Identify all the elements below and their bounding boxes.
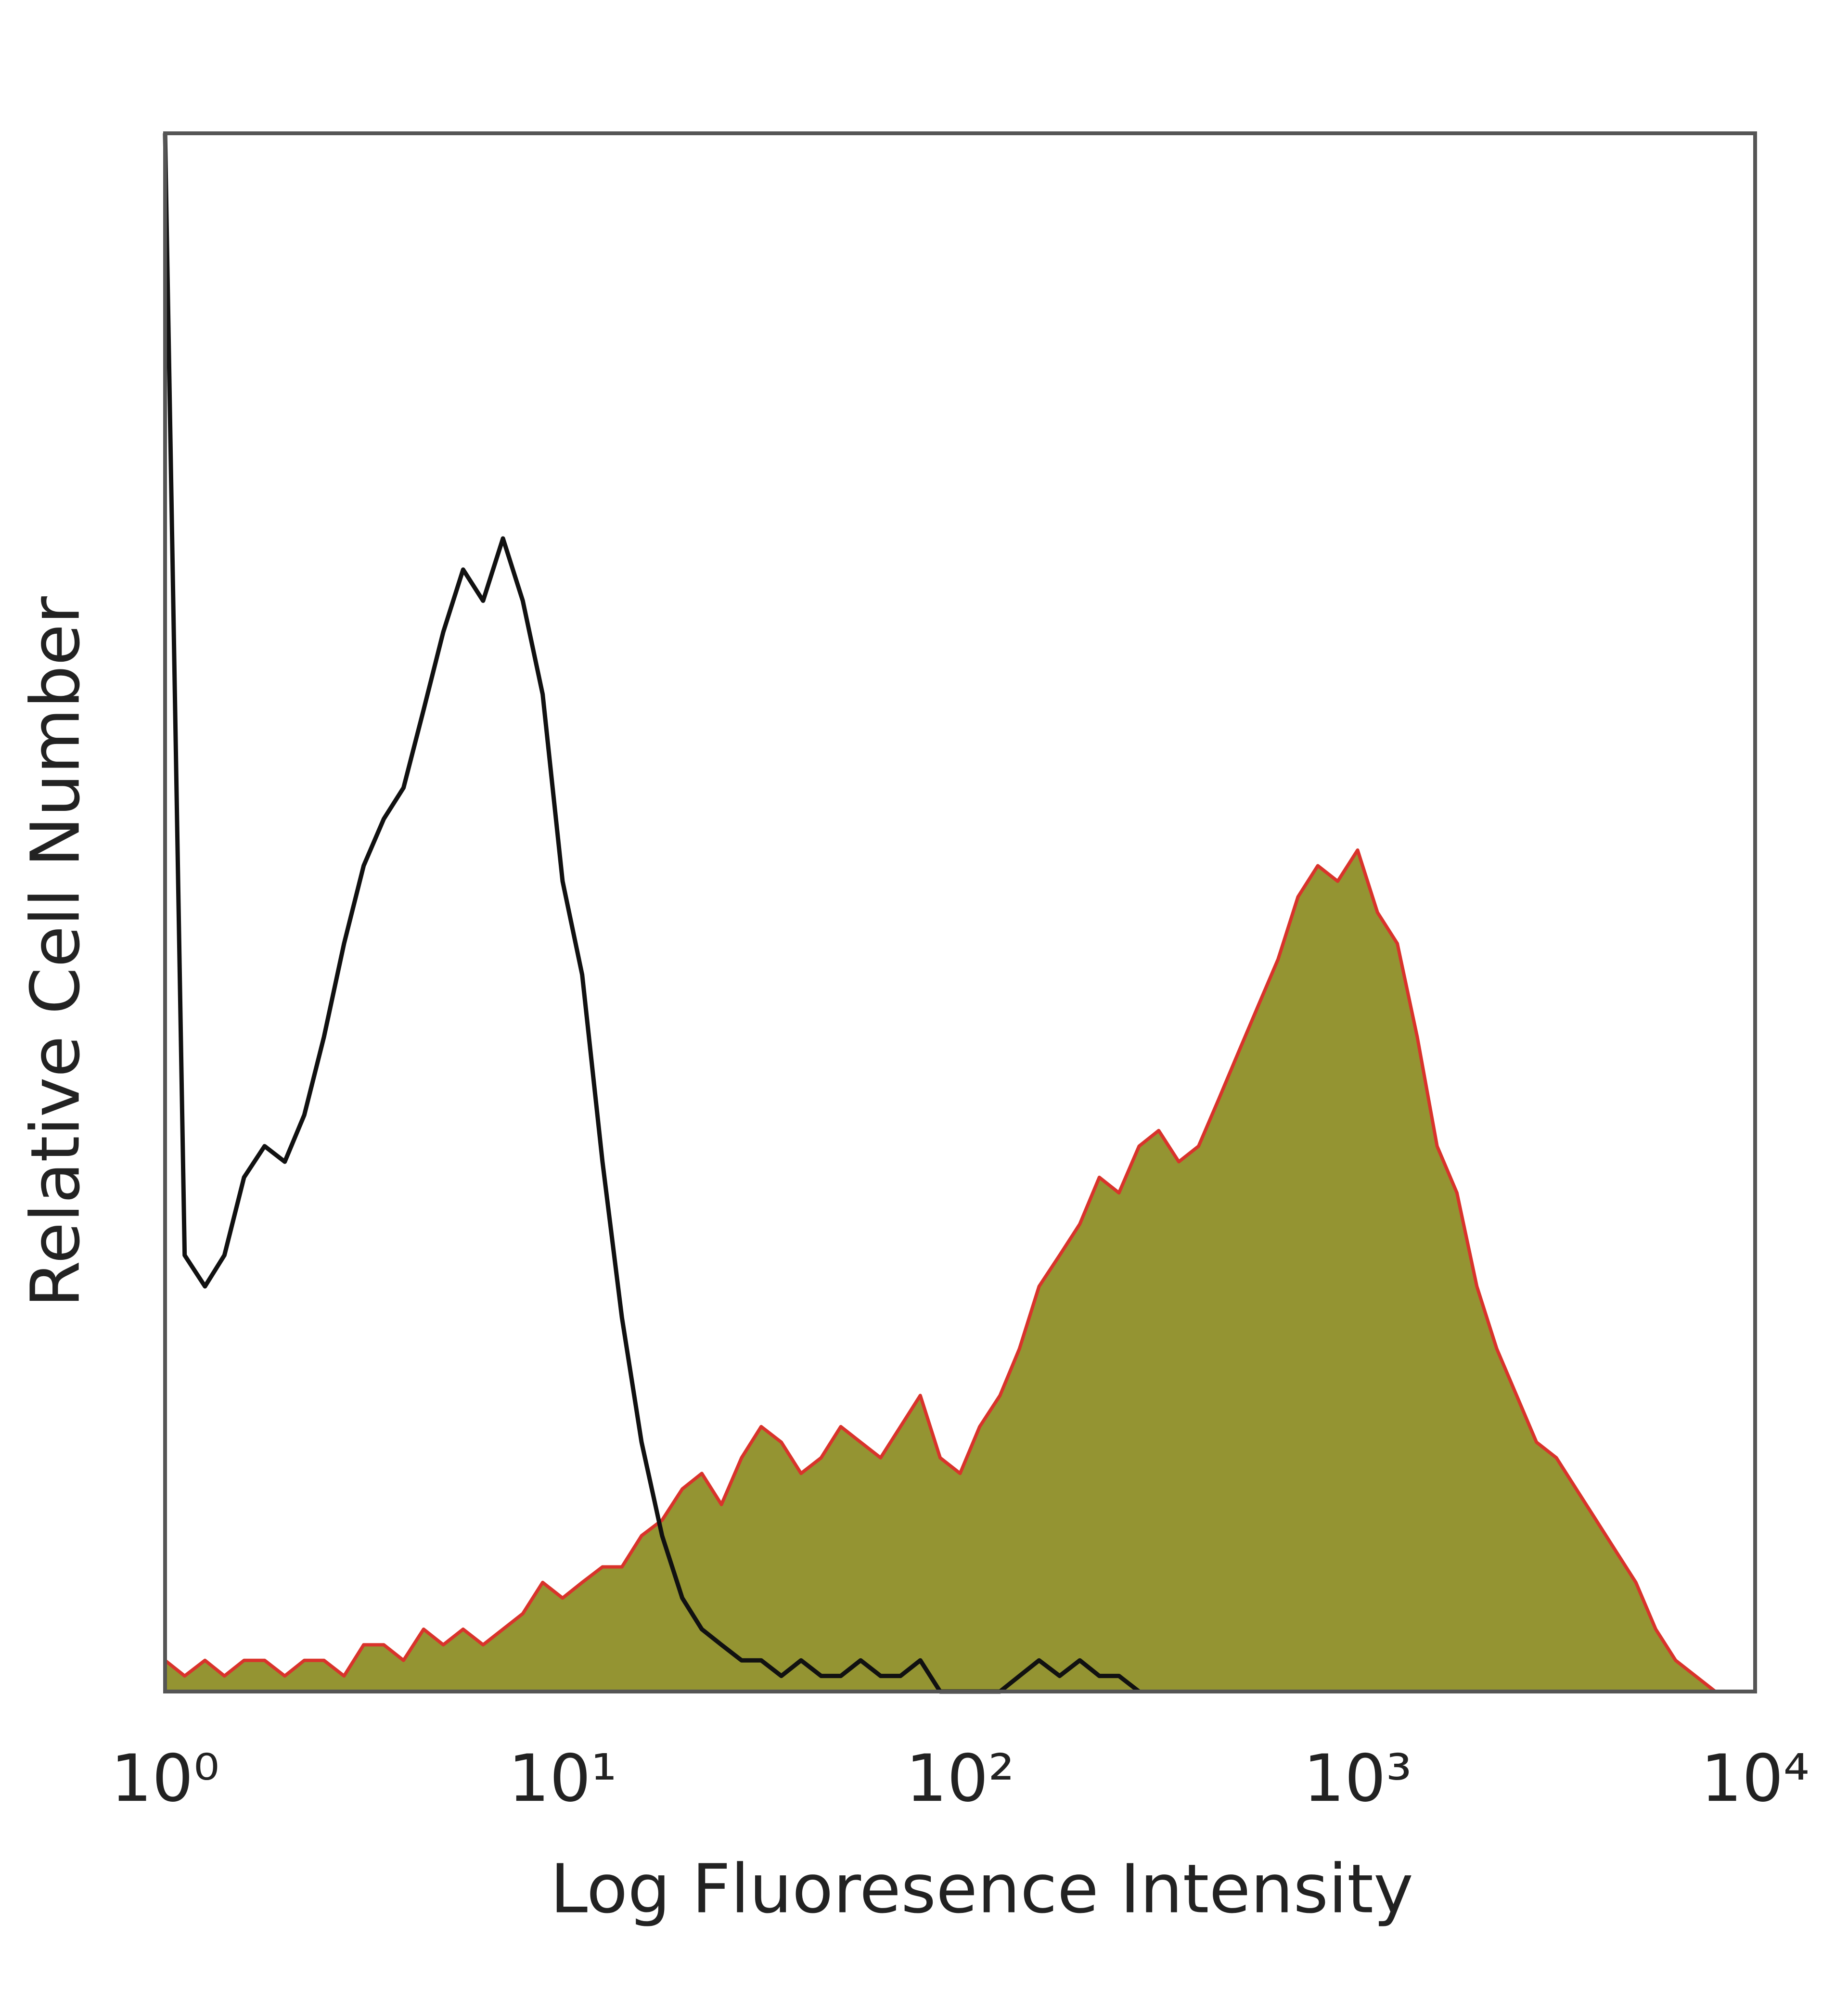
plot-area bbox=[163, 133, 1717, 1694]
x-tick-label: 10³ bbox=[1303, 1741, 1412, 1816]
x-tick-label: 10¹ bbox=[508, 1741, 617, 1816]
x-tick-label: 10² bbox=[906, 1741, 1014, 1816]
histogram-area bbox=[165, 850, 1716, 1692]
histogram-outline bbox=[164, 848, 1717, 1693]
x-tick-label: 10⁰ bbox=[111, 1741, 219, 1816]
y-axis-label: Relative Cell Number bbox=[17, 596, 95, 1308]
plot-frame bbox=[163, 131, 1757, 1693]
x-axis-label: Log Fluoresence Intensity bbox=[550, 1850, 1413, 1929]
x-tick-label: 10⁴ bbox=[1701, 1741, 1810, 1816]
